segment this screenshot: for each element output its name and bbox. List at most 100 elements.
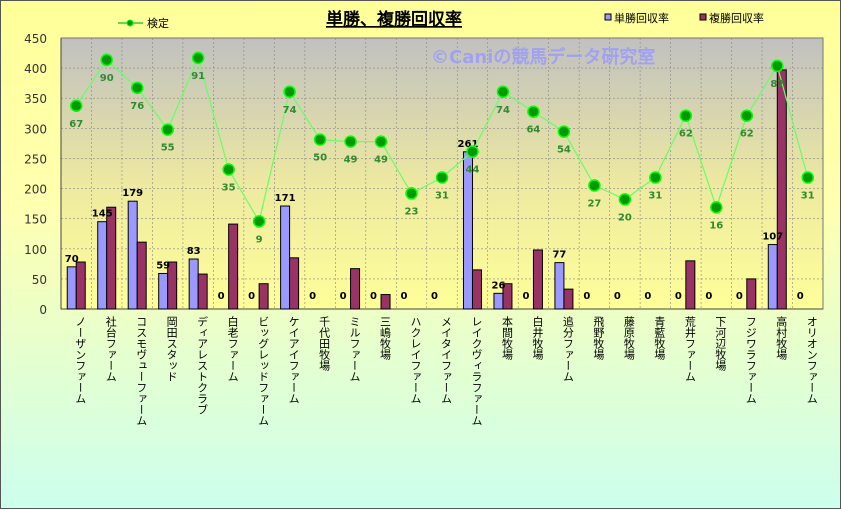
y-tick-label: 0 xyxy=(39,303,47,317)
data-label-kentei: 62 xyxy=(740,129,754,140)
data-label-tan: 0 xyxy=(340,291,347,302)
line-marker xyxy=(161,123,174,136)
bar-fuku xyxy=(289,257,300,310)
data-label-kentei: 31 xyxy=(435,190,449,201)
data-label-tan: 0 xyxy=(309,291,316,302)
data-label-kentei: 9 xyxy=(256,234,263,245)
line-marker xyxy=(191,51,205,65)
data-label-tan: 179 xyxy=(122,188,143,199)
bar-tan xyxy=(280,205,291,310)
bar-tan xyxy=(66,266,77,310)
x-tick-label: 下河辺牧場 xyxy=(714,316,727,372)
legend-marker xyxy=(126,19,134,27)
line-marker xyxy=(374,135,388,148)
y-tick-label: 100 xyxy=(24,243,47,257)
x-tick-label: 千代田牧場 xyxy=(318,316,331,372)
bar-fuku xyxy=(197,273,208,310)
x-tick-label: コスモヴューファーム xyxy=(135,316,148,426)
x-tick-label: 社台ファーム xyxy=(104,315,117,382)
x-tick-label: オリオンファーム xyxy=(805,316,818,404)
y-tick-label: 400 xyxy=(24,62,47,76)
x-tick-label: 高村牧場 xyxy=(775,315,788,361)
data-label-kentei: 74 xyxy=(283,105,297,116)
line-marker xyxy=(740,109,754,122)
line-marker xyxy=(435,171,449,184)
bar-fuku xyxy=(502,283,513,310)
data-label-tan: 0 xyxy=(431,291,438,302)
x-tick-label: 荒井ファーム xyxy=(683,316,696,382)
data-label-tan: 0 xyxy=(218,291,225,302)
data-label-tan: 26 xyxy=(491,280,505,291)
data-label-tan: 0 xyxy=(401,291,408,302)
bar-fuku xyxy=(471,269,482,310)
bar-tan xyxy=(493,292,504,310)
legend-label: 複勝回収率 xyxy=(709,11,764,25)
x-tick-label: 青藍牧場 xyxy=(653,316,666,361)
bar-fuku xyxy=(75,261,86,310)
y-tick-label: 350 xyxy=(24,92,47,106)
line-marker xyxy=(771,59,784,73)
line-marker xyxy=(313,133,327,146)
data-label-tan: 171 xyxy=(275,193,296,204)
legend-swatch xyxy=(604,13,612,21)
bar-tan xyxy=(158,272,169,310)
x-tick-label: ケイアイファーム xyxy=(287,316,300,404)
data-label-tan: 59 xyxy=(156,260,170,271)
watermark: ©Caniの競馬データ研究室 xyxy=(431,46,655,68)
bar-fuku xyxy=(380,294,391,310)
x-tick-label: フジワラファーム xyxy=(744,316,757,404)
bar-fuku xyxy=(746,278,757,310)
data-label-tan: 145 xyxy=(92,209,113,220)
x-tick-label: 岡田スタッド xyxy=(165,316,178,382)
line-marker xyxy=(679,109,693,122)
bar-tan xyxy=(554,262,565,310)
x-tick-label: メイタイファーム xyxy=(440,316,453,404)
line-marker xyxy=(801,171,815,184)
bar-fuku xyxy=(532,249,543,310)
data-label-tan: 0 xyxy=(370,291,377,302)
line-marker xyxy=(649,171,662,184)
data-label-kentei: 23 xyxy=(405,206,419,217)
data-label-kentei: 74 xyxy=(496,105,510,116)
data-label-kentei: 54 xyxy=(557,145,571,156)
x-tick-label: 三嶋牧場 xyxy=(379,316,392,361)
data-label-tan: 0 xyxy=(583,291,590,302)
data-label-tan: 0 xyxy=(644,291,651,302)
bar-fuku xyxy=(258,283,269,310)
bar-fuku xyxy=(228,223,239,310)
x-tick-label: 飛野牧場 xyxy=(592,316,605,361)
data-label-tan: 0 xyxy=(675,291,682,302)
data-label-kentei: 49 xyxy=(374,155,388,166)
y-tick-label: 300 xyxy=(24,122,47,136)
x-tick-label: レイクヴィラファーム xyxy=(470,316,483,426)
data-label-kentei: 87 xyxy=(770,79,784,90)
line-marker xyxy=(252,215,266,228)
line-marker xyxy=(283,85,296,99)
x-tick-label: 追分ファーム xyxy=(561,315,574,382)
data-label-kentei: 90 xyxy=(100,73,114,84)
y-tick-label: 200 xyxy=(24,183,47,197)
data-label-tan: 0 xyxy=(736,291,743,302)
line-marker xyxy=(527,105,540,118)
legend-line: 検定 xyxy=(118,16,169,30)
data-label-tan: 83 xyxy=(187,246,201,257)
bar-fuku xyxy=(685,260,696,310)
line-marker xyxy=(405,187,418,200)
bar-fuku xyxy=(167,261,178,310)
x-tick-label: 白老ファーム xyxy=(226,315,239,382)
data-label-tan: 70 xyxy=(65,254,79,265)
data-label-tan: 107 xyxy=(762,232,783,243)
bar-fuku xyxy=(776,69,787,310)
x-tick-label: 白井牧場 xyxy=(531,315,544,361)
legend-label: 検定 xyxy=(147,16,169,30)
y-tick-label: 250 xyxy=(24,152,47,166)
x-tick-label: 本間牧場 xyxy=(500,315,513,361)
data-label-kentei: 35 xyxy=(222,183,236,194)
x-tick-label: ミルファーム xyxy=(348,316,361,382)
y-tick-label: 150 xyxy=(24,213,47,227)
legend-swatch xyxy=(699,13,707,21)
bar-tan xyxy=(188,258,199,310)
x-tick-label: ノーザンファーム xyxy=(74,316,87,404)
bar-tan xyxy=(767,244,778,310)
